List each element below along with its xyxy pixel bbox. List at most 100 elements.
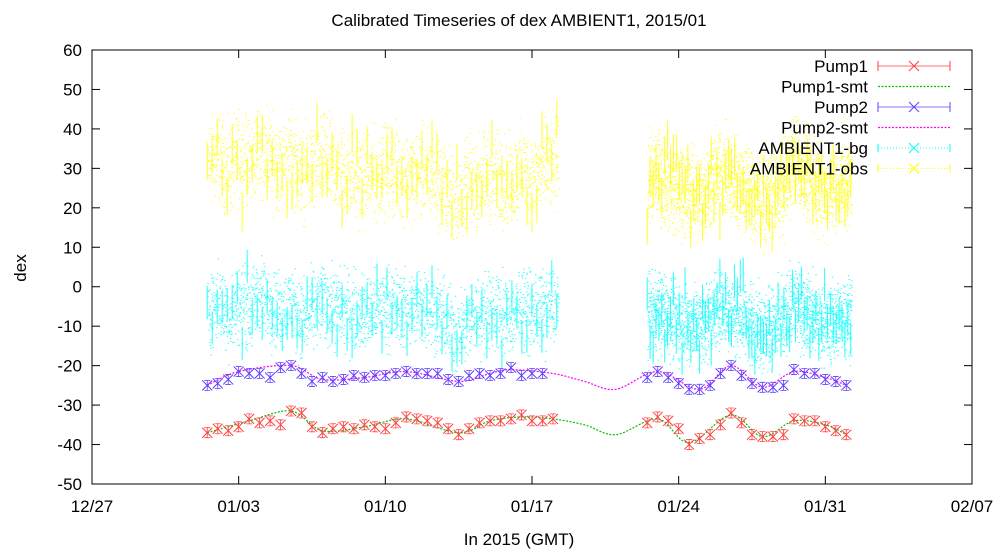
pump2-point [505, 362, 517, 373]
y-tick-label: 0 [73, 278, 82, 297]
pump2-point [233, 366, 245, 377]
x-tick-label: 01/10 [364, 497, 407, 516]
pump1-point [778, 429, 789, 441]
pump1-point [285, 405, 297, 417]
pump2-point [369, 370, 381, 381]
y-tick-label: -10 [57, 317, 82, 336]
pump1-point [746, 429, 758, 441]
axes: 60 50 40 30 20 10 0 -10 -20 -30 -40 -50 12/27 01/03 01… [57, 41, 993, 516]
pump2-point [673, 378, 685, 389]
pump1-point [390, 417, 402, 429]
pump1-point [421, 415, 433, 427]
pump1-series [201, 405, 852, 450]
pump2-point [212, 378, 224, 389]
pump2-point [495, 368, 506, 379]
pump1-point [809, 415, 821, 427]
pump2-point [338, 374, 349, 385]
pump2-point [683, 383, 695, 395]
pump1-point [495, 415, 506, 427]
pump2-point [348, 370, 360, 381]
pump2-point [327, 376, 339, 387]
pump1-point [275, 419, 286, 431]
pump2-point [736, 370, 747, 381]
pump1-point [819, 421, 831, 433]
ambient-bg-points [206, 249, 560, 373]
pump2-point [767, 381, 779, 393]
pump2-point [243, 368, 255, 379]
ambient-obs-series [206, 99, 853, 255]
pump1-point [296, 407, 307, 419]
legend-marker [908, 101, 920, 113]
legend-marker [908, 163, 920, 174]
pump1-point [757, 431, 768, 443]
pump2-point [778, 380, 789, 391]
pump2-point [264, 372, 276, 383]
x-tick-label: 01/03 [217, 497, 260, 516]
ambient-obs-points [206, 99, 560, 240]
pump1-point [233, 421, 245, 433]
y-tick-label: 20 [63, 199, 82, 218]
pump2-point [652, 366, 664, 377]
pump1-point [725, 407, 737, 419]
x-axis-label: In 2015 (GMT) [464, 530, 575, 549]
pump1-point [222, 425, 234, 437]
pump1-point [652, 411, 664, 423]
y-tick-label: 60 [63, 41, 82, 60]
y-tick-label: -30 [57, 396, 82, 415]
pump2-point [725, 360, 737, 371]
pump2-point [201, 380, 213, 391]
pump2-point [379, 370, 391, 381]
pump1-point [338, 421, 349, 433]
legend-label: AMBIENT1-bg [758, 139, 868, 158]
x-tick-label: 01/17 [511, 497, 554, 516]
pump1-point [484, 415, 496, 427]
legend-label: Pump1-smt [781, 78, 868, 97]
pump1-point [400, 411, 412, 423]
pump1-point [715, 419, 726, 431]
pump2-series [201, 360, 852, 395]
pump2-point [757, 381, 768, 393]
pump2-point [222, 374, 234, 385]
pump1-point [306, 421, 318, 433]
pump1-point [673, 423, 685, 435]
pump1-point [359, 419, 370, 431]
pump2-point [694, 383, 705, 395]
x-tick-label: 01/24 [657, 497, 700, 516]
ambient-obs-points [646, 115, 853, 255]
x-tick-label: 02/07 [951, 497, 994, 516]
pump1-smt-line [207, 410, 847, 444]
pump1-point [840, 429, 852, 441]
pump2-point [799, 368, 810, 379]
pump1-point [264, 415, 276, 427]
pump2-point [484, 370, 496, 381]
pump1-point [453, 429, 465, 441]
pump1-point [694, 433, 705, 444]
y-tick-label: -20 [57, 357, 82, 376]
pump2-point [453, 376, 465, 387]
ambient-bg-points [646, 257, 853, 376]
pump2-point [285, 360, 297, 371]
pump1-point [327, 423, 339, 435]
pump1-point [369, 421, 381, 433]
pump1-point [411, 413, 423, 425]
pump1-point [767, 431, 779, 443]
pump1-point [788, 413, 800, 425]
pump1-point [830, 425, 842, 437]
pump2-point [715, 368, 726, 379]
pump1-point [432, 417, 444, 429]
pump2-point [641, 372, 653, 383]
pump1-point [547, 413, 559, 425]
pump1-point [526, 415, 538, 427]
data-layer [201, 99, 853, 450]
legend-label: Pump2 [814, 98, 868, 117]
y-tick-label: 30 [63, 159, 82, 178]
pump2-point [254, 368, 265, 379]
x-tick-label: 12/27 [71, 497, 114, 516]
pump1-point [641, 417, 653, 429]
pump2-point [840, 380, 852, 391]
pump1-point [442, 423, 454, 435]
pump1-point [379, 423, 391, 435]
pump2-point [390, 368, 402, 379]
pump1-point [463, 423, 475, 435]
